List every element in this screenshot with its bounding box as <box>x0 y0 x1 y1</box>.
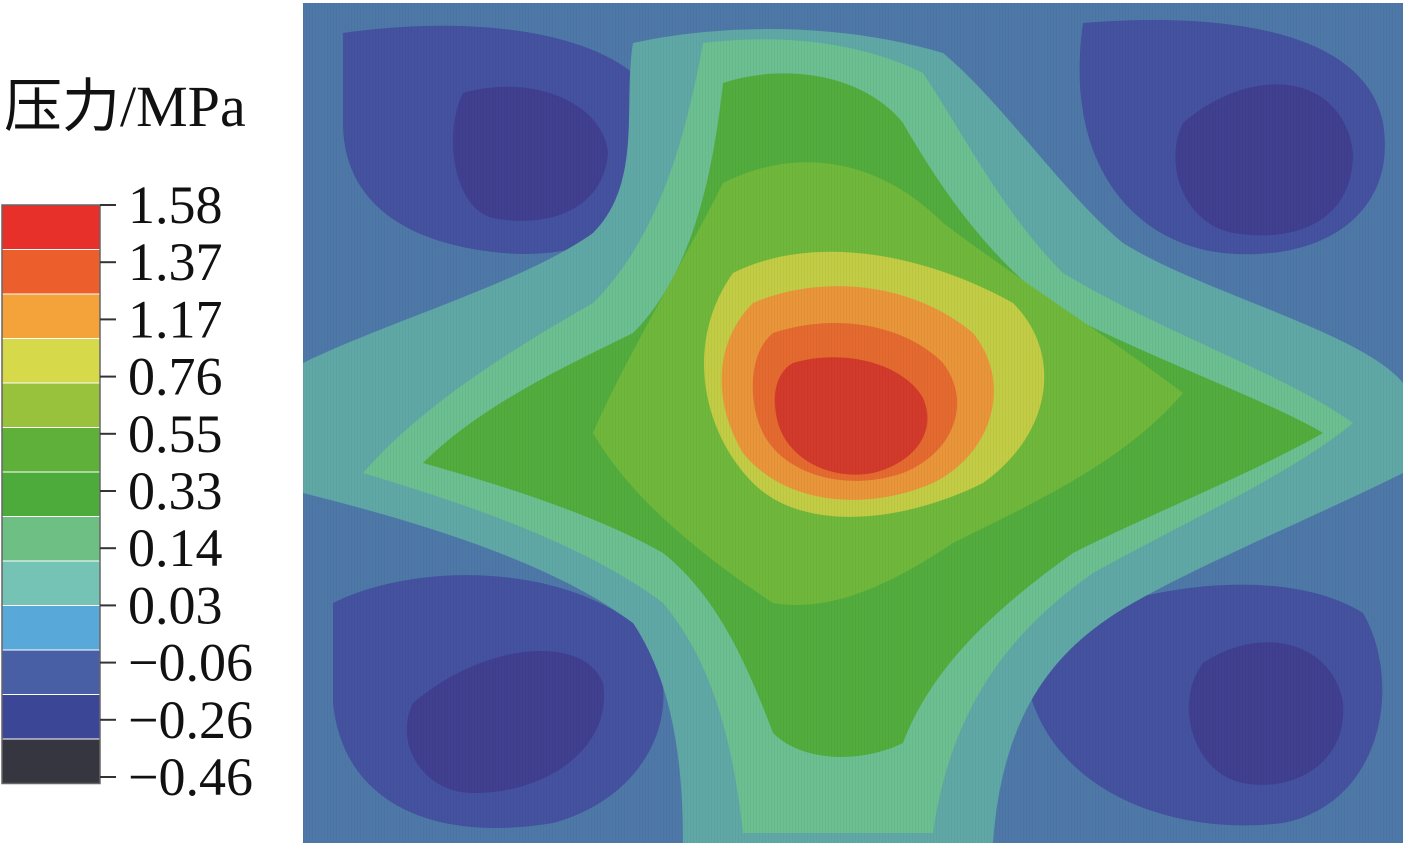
colorbar: 1.581.371.170.760.550.330.140.03−0.06−0.… <box>1 175 253 807</box>
colorbar-tick-label: 0.33 <box>128 461 223 521</box>
colorbar-swatch <box>1 382 101 428</box>
colorbar-tick-label: 1.37 <box>128 232 223 292</box>
colorbar-tick-label: 0.14 <box>128 518 223 578</box>
colorbar-tick-label: 0.55 <box>128 404 223 464</box>
colorbar-tick-label: 0.76 <box>128 347 223 407</box>
colorbar-tick-label: −0.46 <box>128 747 253 807</box>
colorbar-swatch <box>1 560 101 606</box>
colorbar-tick-label: −0.26 <box>128 690 253 750</box>
colorbar-tick-label: 1.17 <box>128 289 223 349</box>
colorbar-swatch <box>1 738 101 784</box>
colorbar-swatch <box>1 471 101 517</box>
colorbar-swatch <box>1 649 101 695</box>
scan-stripes <box>303 3 1403 843</box>
colorbar-swatch <box>1 694 101 740</box>
colorbar-swatch <box>1 249 101 295</box>
pressure-contour-plot <box>303 3 1403 843</box>
colorbar-swatch <box>1 293 101 339</box>
colorbar-tick-label: −0.06 <box>128 633 253 693</box>
colorbar-swatch <box>1 516 101 562</box>
colorbar-swatch <box>1 605 101 651</box>
colorbar-swatch <box>1 338 101 384</box>
colorbar-tick-label: 1.58 <box>128 175 223 235</box>
colorbar-swatch <box>1 427 101 473</box>
colorbar-title: 压力/MPa <box>4 74 246 139</box>
colorbar-tick-label: 0.03 <box>128 575 223 635</box>
colorbar-swatch <box>1 204 101 250</box>
colorbar-outline <box>1 204 101 785</box>
